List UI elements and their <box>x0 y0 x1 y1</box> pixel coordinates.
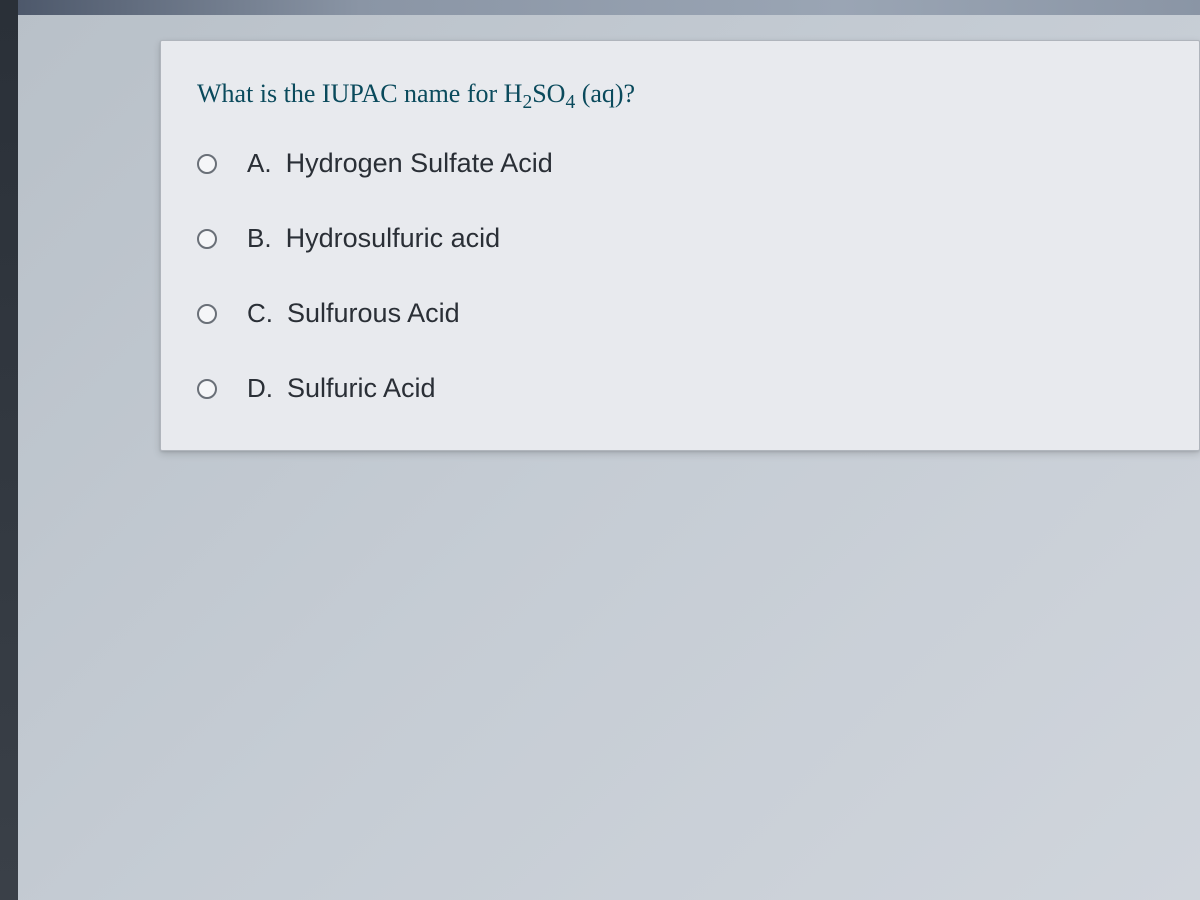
radio-icon[interactable] <box>197 304 217 324</box>
option-b[interactable]: B. Hydrosulfuric acid <box>197 223 1163 254</box>
option-letter: C. <box>247 298 273 329</box>
prompt-suffix: (aq)? <box>575 79 635 108</box>
option-text: Hydrosulfuric acid <box>286 223 501 254</box>
option-text: Sulfurous Acid <box>287 298 460 329</box>
radio-icon[interactable] <box>197 379 217 399</box>
option-letter: D. <box>247 373 273 404</box>
prompt-prefix: What is the IUPAC name for H <box>197 79 522 108</box>
prompt-mid: SO <box>532 79 565 108</box>
option-letter: A. <box>247 148 272 179</box>
question-prompt: What is the IUPAC name for H2SO4 (aq)? <box>197 79 1163 114</box>
option-c[interactable]: C. Sulfurous Acid <box>197 298 1163 329</box>
prompt-sub2: 4 <box>565 92 575 113</box>
option-d[interactable]: D. Sulfuric Acid <box>197 373 1163 404</box>
option-text: Hydrogen Sulfate Acid <box>286 148 553 179</box>
radio-icon[interactable] <box>197 229 217 249</box>
question-card: What is the IUPAC name for H2SO4 (aq)? A… <box>160 40 1200 451</box>
option-letter: B. <box>247 223 272 254</box>
option-a[interactable]: A. Hydrogen Sulfate Acid <box>197 148 1163 179</box>
prompt-sub1: 2 <box>522 92 532 113</box>
radio-icon[interactable] <box>197 154 217 174</box>
option-text: Sulfuric Acid <box>287 373 436 404</box>
